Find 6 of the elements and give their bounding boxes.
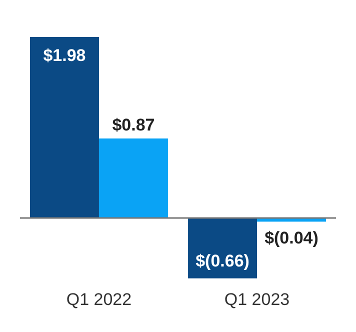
x-tick-label: Q1 2022 bbox=[66, 290, 132, 309]
data-label: $(0.04) bbox=[264, 228, 318, 248]
x-tick-label: Q1 2023 bbox=[224, 290, 290, 309]
data-label: $(0.66) bbox=[196, 251, 250, 270]
data-label: $1.98 bbox=[43, 46, 86, 65]
data-label: $0.87 bbox=[112, 115, 155, 134]
